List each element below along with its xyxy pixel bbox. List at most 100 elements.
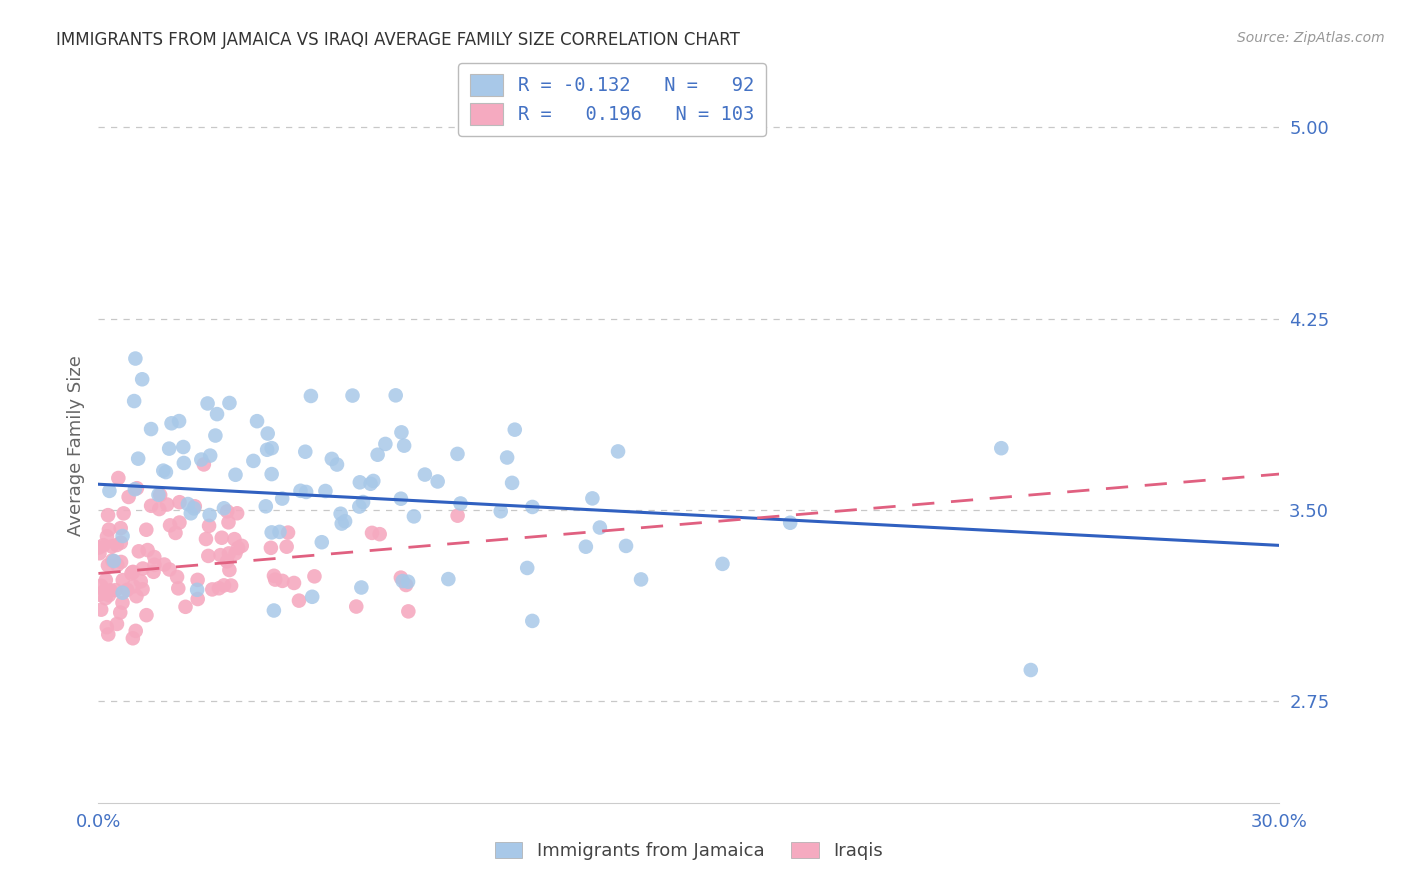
Point: [374, 437, 396, 451]
Point: [314, 483, 336, 498]
Point: [132, 561, 155, 575]
Point: [148, 502, 170, 516]
Point: [269, 524, 291, 539]
Point: [1019, 663, 1042, 677]
Point: [711, 557, 734, 571]
Point: [89, 588, 111, 602]
Point: [263, 603, 285, 617]
Point: [193, 458, 215, 472]
Point: [391, 425, 413, 440]
Point: [516, 561, 538, 575]
Point: [779, 516, 801, 530]
Point: [174, 599, 197, 614]
Point: [125, 589, 148, 603]
Point: [159, 518, 181, 533]
Point: [226, 541, 249, 555]
Point: [172, 440, 194, 454]
Point: [246, 414, 269, 428]
Point: [402, 509, 425, 524]
Point: [89, 546, 111, 560]
Point: [183, 501, 205, 516]
Point: [201, 582, 224, 597]
Point: [110, 606, 132, 620]
Point: [198, 449, 221, 463]
Point: [344, 599, 367, 614]
Point: [105, 538, 128, 552]
Point: [131, 372, 153, 386]
Point: [125, 481, 148, 495]
Point: [242, 454, 264, 468]
Point: [501, 475, 523, 490]
Point: [630, 573, 652, 587]
Point: [121, 632, 143, 646]
Point: [496, 450, 519, 465]
Point: [446, 508, 468, 523]
Point: [143, 550, 166, 565]
Point: [96, 620, 118, 634]
Point: [107, 471, 129, 485]
Point: [389, 571, 412, 585]
Point: [413, 467, 436, 482]
Point: [212, 578, 235, 592]
Point: [396, 574, 419, 589]
Point: [218, 546, 240, 560]
Point: [94, 573, 117, 587]
Point: [103, 554, 125, 568]
Point: [197, 396, 219, 410]
Point: [219, 578, 242, 592]
Point: [110, 555, 132, 569]
Point: [93, 583, 115, 598]
Point: [98, 483, 121, 498]
Point: [271, 491, 294, 506]
Text: IMMIGRANTS FROM JAMAICA VS IRAQI AVERAGE FAMILY SIZE CORRELATION CHART: IMMIGRANTS FROM JAMAICA VS IRAQI AVERAGE…: [56, 31, 740, 49]
Point: [104, 583, 127, 598]
Point: [209, 548, 232, 562]
Point: [290, 483, 312, 498]
Point: [97, 627, 120, 641]
Point: [276, 540, 298, 554]
Point: [607, 444, 630, 458]
Point: [139, 422, 162, 436]
Point: [217, 504, 239, 518]
Point: [283, 576, 305, 591]
Point: [127, 451, 149, 466]
Point: [446, 447, 468, 461]
Point: [326, 458, 349, 472]
Point: [197, 549, 219, 563]
Point: [215, 554, 238, 568]
Point: [352, 495, 374, 509]
Point: [186, 582, 208, 597]
Point: [437, 572, 460, 586]
Point: [204, 428, 226, 442]
Point: [149, 488, 172, 502]
Point: [349, 500, 371, 514]
Y-axis label: Average Family Size: Average Family Size: [66, 356, 84, 536]
Point: [363, 474, 385, 488]
Point: [131, 582, 153, 597]
Point: [208, 581, 231, 595]
Point: [100, 583, 122, 598]
Point: [224, 546, 246, 560]
Point: [111, 529, 134, 543]
Point: [190, 452, 212, 467]
Point: [271, 574, 294, 588]
Point: [225, 467, 247, 482]
Point: [260, 441, 283, 455]
Point: [342, 388, 364, 402]
Point: [101, 553, 124, 567]
Point: [122, 394, 145, 409]
Point: [589, 520, 612, 534]
Point: [136, 543, 159, 558]
Point: [295, 485, 318, 500]
Point: [218, 396, 240, 410]
Point: [575, 540, 598, 554]
Point: [157, 442, 180, 456]
Point: [135, 608, 157, 623]
Point: [111, 573, 134, 587]
Legend: Immigrants from Jamaica, Iraqis: Immigrants from Jamaica, Iraqis: [488, 834, 890, 867]
Point: [212, 501, 235, 516]
Point: [392, 439, 415, 453]
Point: [90, 579, 112, 593]
Point: [990, 441, 1012, 455]
Point: [167, 414, 190, 428]
